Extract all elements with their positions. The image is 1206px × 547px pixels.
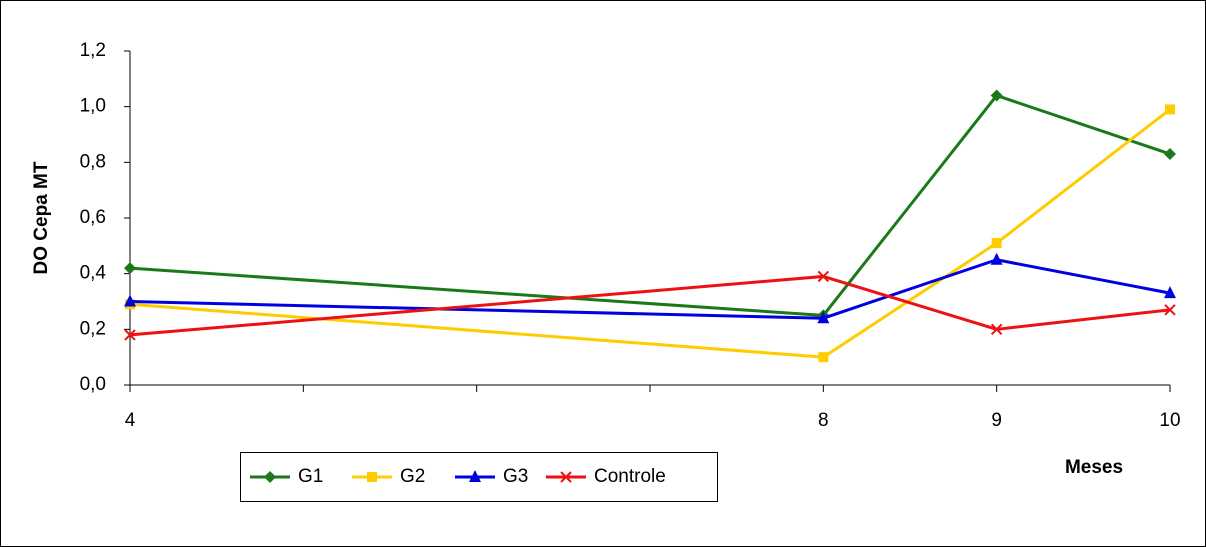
x-tick-label: 4: [125, 410, 136, 431]
series-line: [129, 93, 1171, 317]
marker: [367, 472, 377, 482]
y-tick-label: 0,0: [80, 374, 106, 395]
marker: [560, 471, 572, 483]
marker: [990, 323, 1003, 336]
y-axis-label: DO Cepa MT: [31, 161, 52, 274]
marker: [469, 470, 481, 482]
series-line: [129, 108, 1171, 359]
x-tick-label: 8: [818, 410, 829, 431]
y-tick-label: 1,2: [80, 40, 106, 61]
series-line: [129, 258, 1171, 320]
series-line: [129, 274, 1171, 337]
marker: [990, 89, 1003, 102]
marker: [124, 329, 136, 341]
marker: [817, 311, 830, 324]
legend-label: Controle: [594, 466, 666, 487]
marker: [124, 294, 136, 307]
marker: [1164, 286, 1176, 299]
marker: [991, 238, 1002, 249]
marker: [818, 352, 829, 363]
x-tick-label: 9: [991, 410, 1002, 431]
marker: [264, 471, 276, 483]
legend-label: G2: [400, 466, 425, 487]
marker: [817, 270, 830, 283]
y-tick-label: 0,6: [80, 207, 106, 228]
y-tick-label: 0,4: [80, 263, 107, 284]
marker: [124, 262, 136, 275]
marker: [1165, 104, 1175, 115]
y-tick-label: 0,2: [80, 318, 106, 339]
marker: [990, 252, 1003, 265]
marker: [1164, 304, 1176, 316]
x-axis-label: Meses: [1065, 457, 1123, 478]
legend-label: G1: [298, 466, 323, 487]
y-tick-label: 0,8: [80, 151, 106, 172]
y-tick-label: 1,0: [80, 96, 106, 117]
x-tick-label: 10: [1159, 410, 1180, 431]
legend-label: G3: [503, 466, 528, 487]
marker: [1164, 147, 1176, 160]
